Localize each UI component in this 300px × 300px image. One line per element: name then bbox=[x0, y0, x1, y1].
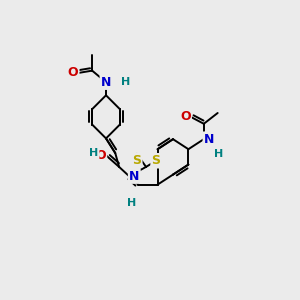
Text: H: H bbox=[214, 149, 223, 159]
Text: N: N bbox=[204, 133, 214, 146]
Text: O: O bbox=[68, 67, 78, 80]
Text: S: S bbox=[132, 154, 141, 167]
Text: N: N bbox=[101, 76, 111, 89]
Text: H: H bbox=[89, 148, 98, 158]
Text: O: O bbox=[95, 149, 106, 162]
Text: O: O bbox=[180, 110, 191, 123]
Text: H: H bbox=[127, 198, 136, 208]
Text: H: H bbox=[122, 77, 131, 87]
Text: N: N bbox=[129, 169, 140, 183]
Text: S: S bbox=[152, 154, 160, 167]
